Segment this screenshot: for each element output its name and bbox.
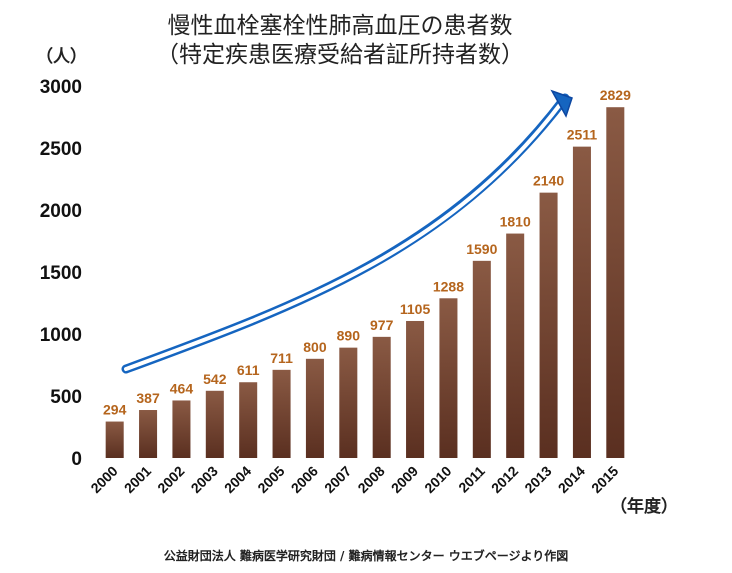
bar-2006 — [305, 358, 324, 458]
data-label-2014: 2511 — [567, 127, 598, 143]
data-label-2003: 542 — [203, 371, 227, 387]
x-tick-label: 2006 — [288, 463, 321, 496]
x-tick-label: 2004 — [221, 463, 254, 496]
x-tick-label: 2000 — [87, 463, 120, 496]
x-tick-label: 2008 — [354, 463, 387, 496]
x-tick-label: 2014 — [555, 463, 588, 496]
x-tick-label: 2015 — [588, 463, 621, 496]
x-axis-unit: （年度） — [610, 496, 678, 517]
bar-2011 — [472, 260, 491, 458]
bar-2004 — [239, 382, 258, 458]
trend-arrow — [121, 89, 573, 374]
data-label-2015: 2829 — [600, 87, 631, 103]
x-tick-label: 2011 — [455, 463, 488, 496]
data-label-2013: 2140 — [533, 173, 564, 189]
x-tick-label: 2003 — [188, 463, 221, 496]
chart-title: 慢性血栓塞栓性肺高血圧の患者数 — [168, 13, 513, 39]
y-tick-label: 500 — [50, 387, 82, 408]
bar-2013 — [539, 192, 558, 458]
bar-2009 — [406, 320, 425, 458]
x-axis-ticks: 2000 2001 2002 2003 2004 2005 2006 2007 2008 2009… — [87, 463, 621, 496]
bar-2015 — [606, 107, 625, 458]
data-label-2010: 1288 — [433, 278, 464, 294]
bar-2010 — [439, 298, 458, 458]
y-tick-label: 3000 — [40, 77, 82, 98]
data-label-2011: 1590 — [466, 241, 497, 257]
bar-2003 — [205, 390, 224, 458]
data-label-2007: 890 — [337, 328, 361, 344]
data-label-2004: 611 — [237, 362, 260, 378]
y-tick-label: 1500 — [40, 263, 82, 284]
bar-2002 — [172, 400, 191, 458]
data-label-2002: 464 — [170, 380, 194, 396]
data-label-2009: 1105 — [400, 301, 431, 317]
data-label-2001: 387 — [136, 390, 160, 406]
x-tick-label: 2005 — [254, 463, 287, 496]
x-tick-label: 2002 — [154, 463, 187, 496]
data-label-2000: 294 — [103, 402, 127, 418]
y-axis-unit: （人） — [36, 46, 87, 67]
y-tick-label: 1000 — [40, 325, 82, 346]
source-note: 公益財団法人 難病医学研究財団 / 難病情報センター ウエブページより作図 — [164, 548, 569, 563]
x-tick-label: 2012 — [488, 463, 521, 496]
x-tick-label: 2010 — [421, 463, 454, 496]
bar-2005 — [272, 369, 291, 458]
chart-subtitle: （特定疾患医療受給者証所持者数） — [156, 42, 524, 68]
bar-2012 — [506, 233, 525, 458]
data-label-2006: 800 — [303, 339, 327, 355]
y-tick-label: 2500 — [40, 139, 82, 160]
data-label-2008: 977 — [370, 317, 394, 333]
y-tick-label: 0 — [71, 449, 82, 470]
bar-2014 — [572, 146, 591, 459]
bar-2000 — [105, 421, 124, 458]
bars-layer — [105, 107, 625, 459]
x-tick-label: 2013 — [521, 463, 554, 496]
x-tick-label: 2007 — [321, 463, 354, 496]
x-tick-label: 2009 — [388, 463, 421, 496]
bar-2007 — [339, 347, 358, 458]
data-label-2012: 1810 — [500, 214, 531, 230]
y-axis-ticks: 0 500 1000 1500 2000 2500 3000 — [40, 77, 82, 470]
data-label-2005: 711 — [270, 350, 293, 366]
bar-2001 — [139, 410, 158, 458]
x-tick-label: 2001 — [121, 463, 154, 496]
bar-2008 — [372, 336, 391, 458]
y-tick-label: 2000 — [40, 201, 82, 222]
